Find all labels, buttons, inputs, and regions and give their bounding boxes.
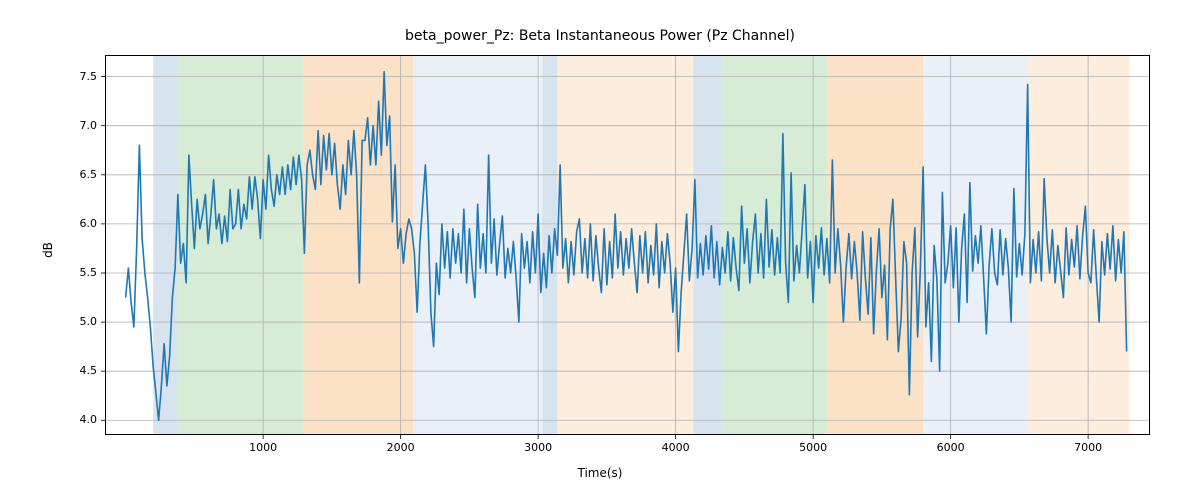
xtick-label: 6000 xyxy=(926,441,976,454)
ytick-label: 7.0 xyxy=(57,119,97,132)
chart-axes xyxy=(105,55,1150,435)
xtick-label: 5000 xyxy=(788,441,838,454)
xtick-label: 3000 xyxy=(513,441,563,454)
ytick-label: 5.5 xyxy=(57,266,97,279)
ytick-label: 5.0 xyxy=(57,315,97,328)
y-axis-label: dB xyxy=(41,242,55,258)
ytick-label: 4.0 xyxy=(57,413,97,426)
xtick-label: 4000 xyxy=(651,441,701,454)
ytick-label: 7.5 xyxy=(57,70,97,83)
xtick-label: 1000 xyxy=(238,441,288,454)
figure: beta_power_Pz: Beta Instantaneous Power … xyxy=(0,0,1200,500)
x-axis-label: Time(s) xyxy=(0,466,1200,480)
xtick-label: 2000 xyxy=(376,441,426,454)
ytick-label: 6.0 xyxy=(57,217,97,230)
ytick-label: 6.5 xyxy=(57,168,97,181)
chart-title: beta_power_Pz: Beta Instantaneous Power … xyxy=(0,28,1200,44)
ytick-label: 4.5 xyxy=(57,364,97,377)
xtick-label: 7000 xyxy=(1063,441,1113,454)
